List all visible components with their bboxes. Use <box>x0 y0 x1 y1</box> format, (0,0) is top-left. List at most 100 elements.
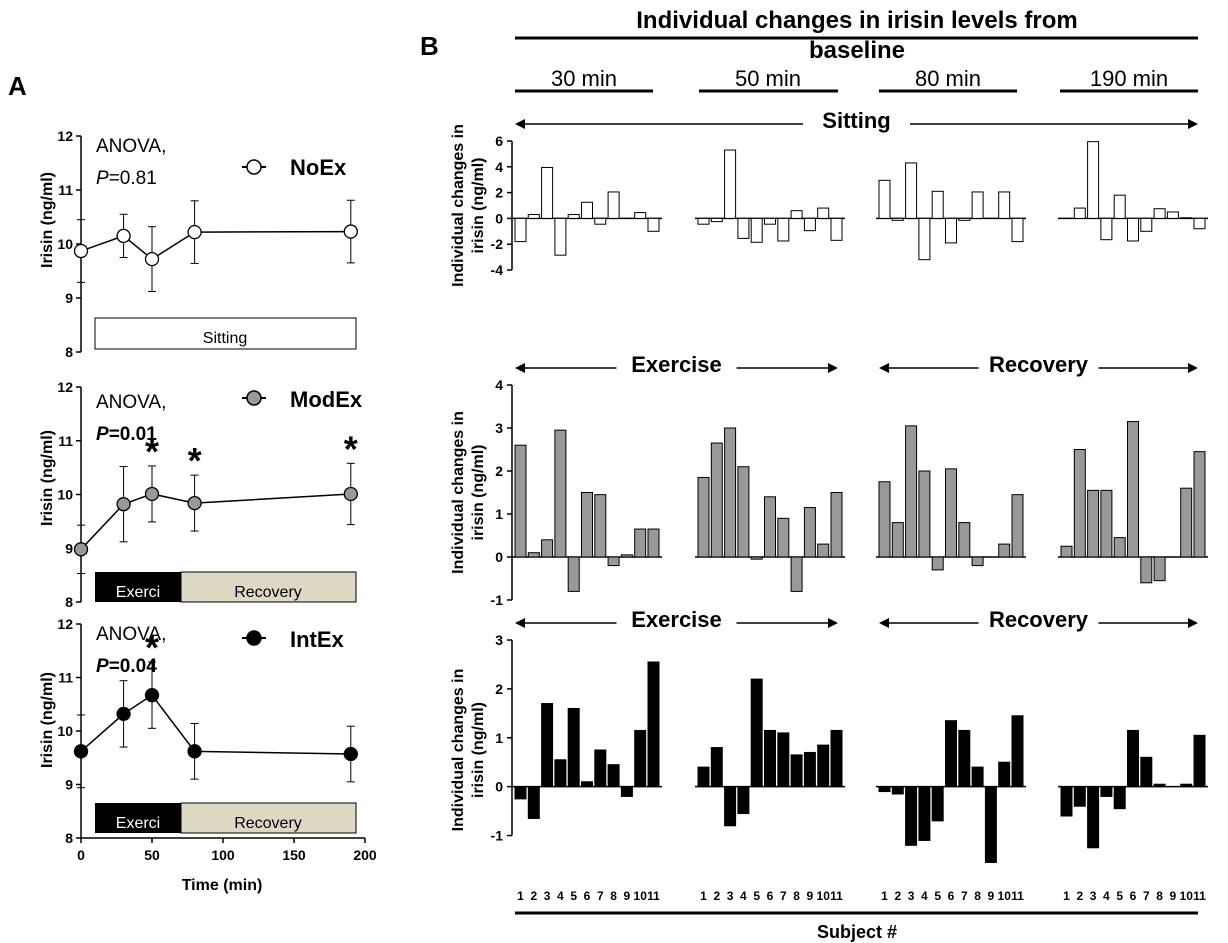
bar <box>750 678 763 788</box>
bar <box>554 429 567 558</box>
bar <box>790 556 803 592</box>
y-tick-label: 9 <box>65 540 73 556</box>
bar <box>777 732 790 788</box>
bar <box>817 207 830 219</box>
bar <box>958 522 971 558</box>
bar <box>1113 537 1126 558</box>
y-tick-label: 3 <box>495 420 503 436</box>
bar <box>958 217 971 221</box>
subject-label: 6 <box>1130 889 1137 903</box>
bar <box>620 554 633 558</box>
data-point <box>187 224 202 240</box>
significance-star: * <box>145 431 159 472</box>
x-axis-label: Time (min) <box>182 877 263 894</box>
bar <box>527 552 540 558</box>
bar <box>634 212 647 219</box>
bar <box>1011 494 1024 558</box>
subject-label: 11 <box>647 889 660 903</box>
bar <box>1180 487 1193 558</box>
bar <box>764 729 776 788</box>
bar <box>1166 211 1179 219</box>
y-tick-label: 0 <box>495 210 503 226</box>
bar <box>567 556 580 592</box>
bar <box>1153 556 1166 582</box>
time-header: 50 min <box>735 66 801 91</box>
bar <box>1127 421 1139 558</box>
x-tick-label: 150 <box>282 847 306 863</box>
arrowhead-right <box>1188 618 1198 628</box>
bar <box>647 217 660 232</box>
y-tick-label: -1 <box>491 828 504 844</box>
y-tick-label: 11 <box>58 670 73 686</box>
subject-label: 4 <box>921 889 928 903</box>
recovery-bar-label: Recovery <box>234 815 302 832</box>
bar <box>958 729 971 788</box>
y-axis-label: Individual changes in <box>450 411 467 574</box>
span-label-bg <box>616 603 737 629</box>
subject-label: 5 <box>570 889 577 903</box>
bar <box>830 217 843 241</box>
bar <box>594 749 607 788</box>
subject-label: 2 <box>530 889 537 903</box>
subject-label: 10 <box>634 889 648 903</box>
bar <box>891 217 904 221</box>
bar <box>697 476 710 558</box>
bar <box>1060 545 1073 558</box>
subject-label: 5 <box>753 889 760 903</box>
data-point <box>73 542 89 557</box>
bar <box>697 766 710 788</box>
subject-label: 7 <box>1143 889 1150 903</box>
y-axis-label: Individual changes in <box>450 124 467 287</box>
bar <box>1087 489 1100 558</box>
bar <box>724 149 737 219</box>
legend-marker <box>246 159 262 175</box>
bar <box>634 729 647 788</box>
bar <box>971 191 984 219</box>
bar <box>541 166 554 219</box>
bar <box>1100 489 1113 558</box>
bar <box>607 764 620 788</box>
subject-label: 3 <box>1090 889 1097 903</box>
time-header: 30 min <box>551 66 617 91</box>
bar <box>514 444 527 558</box>
chart-intex: 8 9 10 11 12 * Irisin (ng/ml) ANOVA, P=0.04 I… <box>39 616 377 894</box>
bar <box>1073 786 1086 807</box>
exercise-bar-label: Exerci <box>116 815 160 832</box>
bar <box>931 556 944 571</box>
subject-label: 6 <box>584 889 591 903</box>
chart-modex: 8 9 10 11 12 * * * Irisin (ng/ml) ANOVA, P=0.01… <box>39 379 363 610</box>
subject-label: 10 <box>1180 889 1194 903</box>
bar <box>737 466 750 558</box>
y-tick-label: 9 <box>65 777 73 793</box>
arrowhead-right <box>1188 119 1198 129</box>
subject-label: 11 <box>1011 889 1024 903</box>
bar <box>750 217 763 243</box>
arrowhead-right <box>828 363 838 373</box>
data-point <box>343 486 358 502</box>
bar <box>1073 207 1086 219</box>
y-tick-label: 10 <box>57 487 73 503</box>
anova-label: ANOVA, <box>96 392 166 413</box>
panel-b-title-line1: Individual changes in irisin levels from <box>636 7 1077 34</box>
subject-label: 11 <box>1193 889 1206 903</box>
data-point <box>116 706 131 722</box>
bar <box>514 217 527 243</box>
bar <box>750 556 763 560</box>
legend-label: NoEx <box>290 155 347 180</box>
bar <box>541 539 554 558</box>
bar <box>634 528 647 558</box>
bar <box>581 492 593 558</box>
subject-label: 10 <box>817 889 831 903</box>
data-point <box>144 688 160 703</box>
subject-label: 9 <box>624 889 631 903</box>
subject-label: 2 <box>713 889 720 903</box>
subject-label: 1 <box>517 889 524 903</box>
y-tick-label: 1 <box>495 506 503 522</box>
subject-label: 9 <box>988 889 995 903</box>
x-tick-label: 200 <box>353 847 377 863</box>
bar <box>945 720 957 788</box>
y-tick-label: -2 <box>491 236 504 252</box>
subject-label: 7 <box>961 889 968 903</box>
bar <box>764 217 776 225</box>
